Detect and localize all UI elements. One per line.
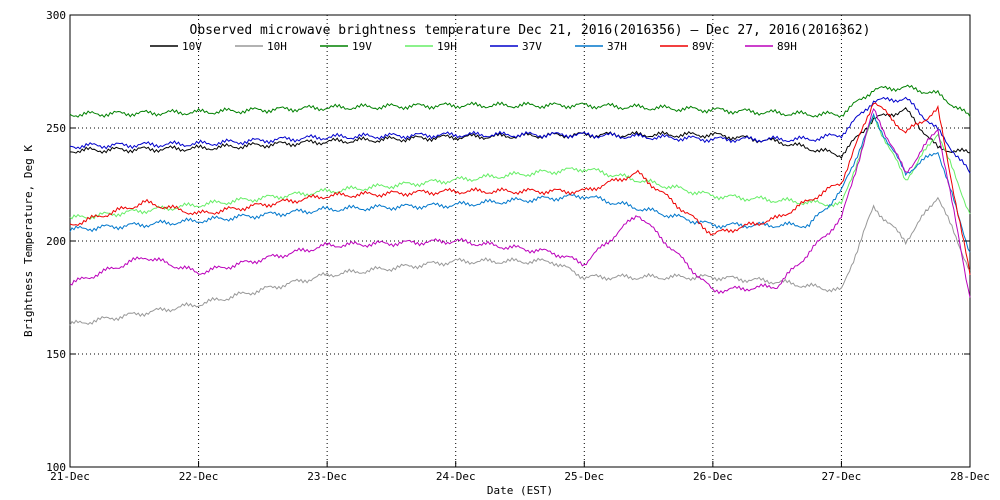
y-tick-label: 300	[46, 9, 66, 22]
series-line-89v	[69, 102, 971, 275]
x-tick-label: 23-Dec	[307, 470, 347, 483]
legend: 10V 10H 19V 19H 37V 37H 89V 89H	[150, 40, 797, 53]
legend-label: 89H	[777, 40, 797, 53]
series-line-19v	[69, 84, 971, 118]
x-axis-ticks: 21-Dec 22-Dec 23-Dec 24-Dec 25-Dec 26-Dec 27-D…	[50, 461, 990, 483]
legend-label: 19V	[352, 40, 372, 53]
x-tick-label: 22-Dec	[179, 470, 219, 483]
legend-label: 37H	[607, 40, 627, 53]
series-line-10h	[69, 196, 971, 326]
legend-label: 10H	[267, 40, 287, 53]
x-tick-label: 24-Dec	[436, 470, 476, 483]
legend-label: 37V	[522, 40, 542, 53]
y-tick-label: 200	[46, 235, 66, 248]
x-tick-label: 25-Dec	[564, 470, 604, 483]
y-tick-label: 250	[46, 122, 66, 135]
legend-label: 89V	[692, 40, 712, 53]
y-tick-label: 150	[46, 348, 66, 361]
x-tick-label: 28-Dec	[950, 470, 990, 483]
series-line-37v	[69, 96, 971, 174]
series-lines	[69, 84, 971, 326]
x-tick-label: 27-Dec	[822, 470, 862, 483]
series-line-19h	[69, 115, 971, 221]
y-tick-label: 100	[46, 461, 66, 474]
y-axis-label: Brightness Temperature, Deg K	[22, 145, 35, 337]
x-tick-label: 26-Dec	[693, 470, 733, 483]
legend-label: 19H	[437, 40, 457, 53]
grid	[70, 15, 970, 467]
x-axis-label: Date (EST)	[487, 484, 553, 497]
y-axis-ticks: 100 150 200 250 300	[46, 9, 970, 474]
series-line-37h	[69, 112, 971, 253]
x-tick-label: 21-Dec	[50, 470, 90, 483]
chart-title: Observed microwave brightness temperatur…	[190, 23, 871, 38]
legend-label: 10V	[182, 40, 202, 53]
series-line-89h	[69, 108, 971, 298]
